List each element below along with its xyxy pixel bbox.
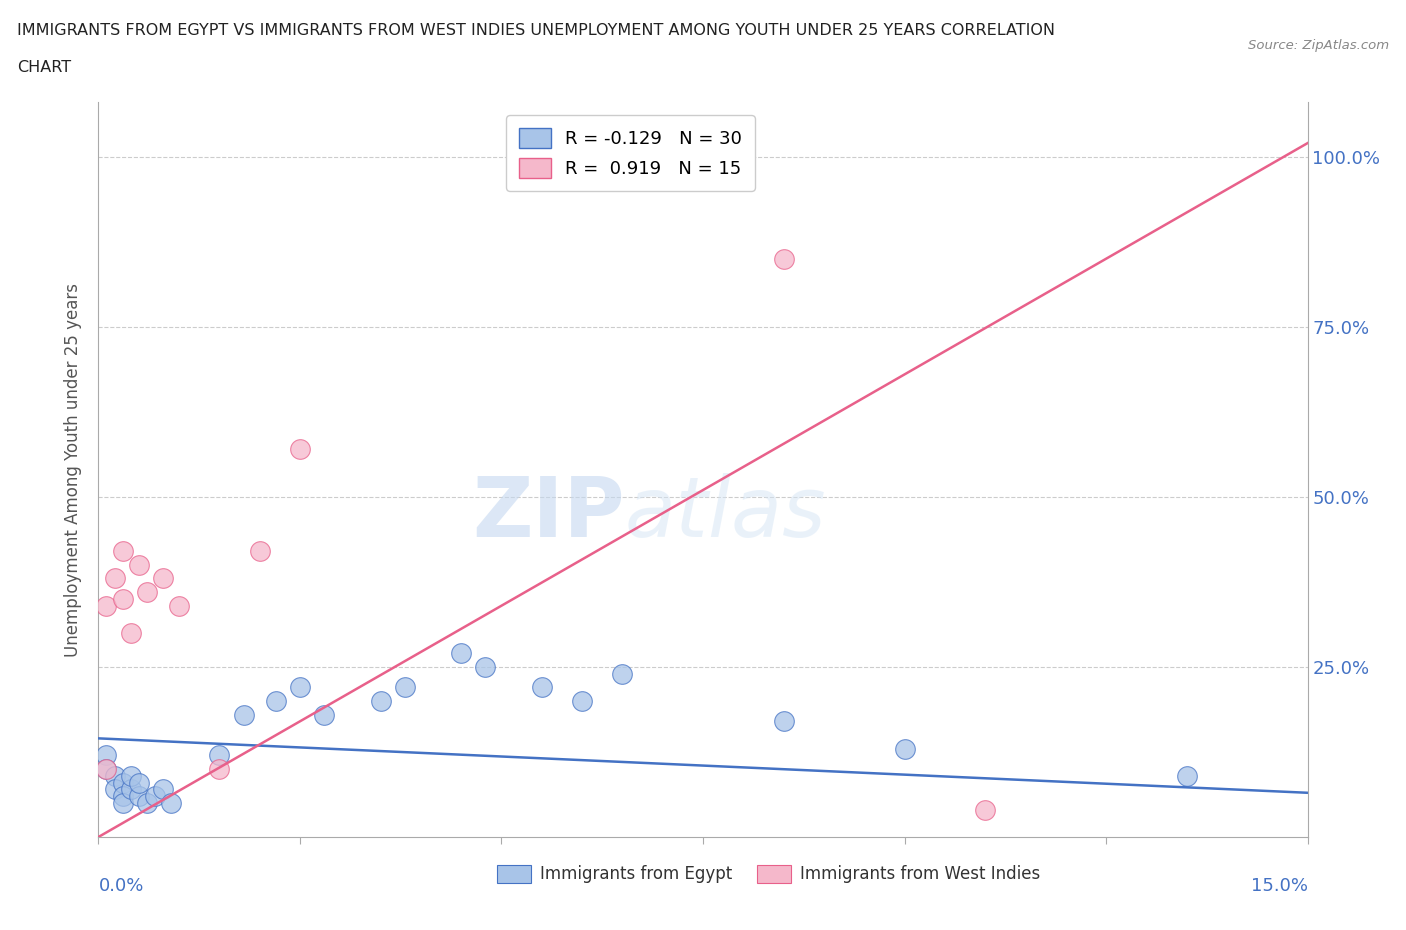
Text: IMMIGRANTS FROM EGYPT VS IMMIGRANTS FROM WEST INDIES UNEMPLOYMENT AMONG YOUTH UN: IMMIGRANTS FROM EGYPT VS IMMIGRANTS FROM… <box>17 23 1054 38</box>
Point <box>128 557 150 572</box>
Point <box>111 789 134 804</box>
Point <box>135 585 157 600</box>
Text: Immigrants from Egypt: Immigrants from Egypt <box>540 866 733 884</box>
Point <box>96 762 118 777</box>
Point <box>893 741 915 756</box>
Point <box>96 762 118 777</box>
Point <box>167 598 190 613</box>
Text: Source: ZipAtlas.com: Source: ZipAtlas.com <box>1249 39 1389 52</box>
Point <box>612 666 634 681</box>
Point <box>120 626 142 641</box>
Point <box>128 789 150 804</box>
Point <box>530 680 553 695</box>
Point <box>772 251 794 266</box>
Text: 0.0%: 0.0% <box>98 877 143 896</box>
Point <box>111 795 134 810</box>
Text: ZIP: ZIP <box>472 473 624 554</box>
Point <box>208 762 231 777</box>
Point <box>208 748 231 763</box>
Point <box>474 659 496 674</box>
Point <box>152 782 174 797</box>
Bar <box>498 865 531 884</box>
Point <box>264 694 287 709</box>
Point <box>1175 768 1198 783</box>
Point <box>288 680 311 695</box>
Point <box>111 544 134 559</box>
Point <box>152 571 174 586</box>
Text: CHART: CHART <box>17 60 70 75</box>
Text: Immigrants from West Indies: Immigrants from West Indies <box>800 866 1040 884</box>
Point <box>772 714 794 729</box>
Point <box>394 680 416 695</box>
Point <box>120 782 142 797</box>
Point <box>96 748 118 763</box>
Point <box>111 591 134 606</box>
Point <box>103 782 125 797</box>
Point <box>370 694 392 709</box>
Text: atlas: atlas <box>624 473 827 554</box>
Point <box>450 646 472 661</box>
Point <box>288 442 311 457</box>
Point <box>111 775 134 790</box>
Point <box>103 571 125 586</box>
Legend: R = -0.129   N = 30, R =  0.919   N = 15: R = -0.129 N = 30, R = 0.919 N = 15 <box>506 115 755 191</box>
Point <box>249 544 271 559</box>
Point <box>314 707 336 722</box>
Point <box>103 768 125 783</box>
Y-axis label: Unemployment Among Youth under 25 years: Unemployment Among Youth under 25 years <box>65 283 83 657</box>
Point <box>96 598 118 613</box>
Point <box>143 789 166 804</box>
Bar <box>758 865 792 884</box>
Point <box>974 803 997 817</box>
Point <box>135 795 157 810</box>
Point <box>120 768 142 783</box>
Text: 15.0%: 15.0% <box>1250 877 1308 896</box>
Point <box>232 707 254 722</box>
Point <box>160 795 183 810</box>
Point <box>128 775 150 790</box>
Point <box>571 694 593 709</box>
